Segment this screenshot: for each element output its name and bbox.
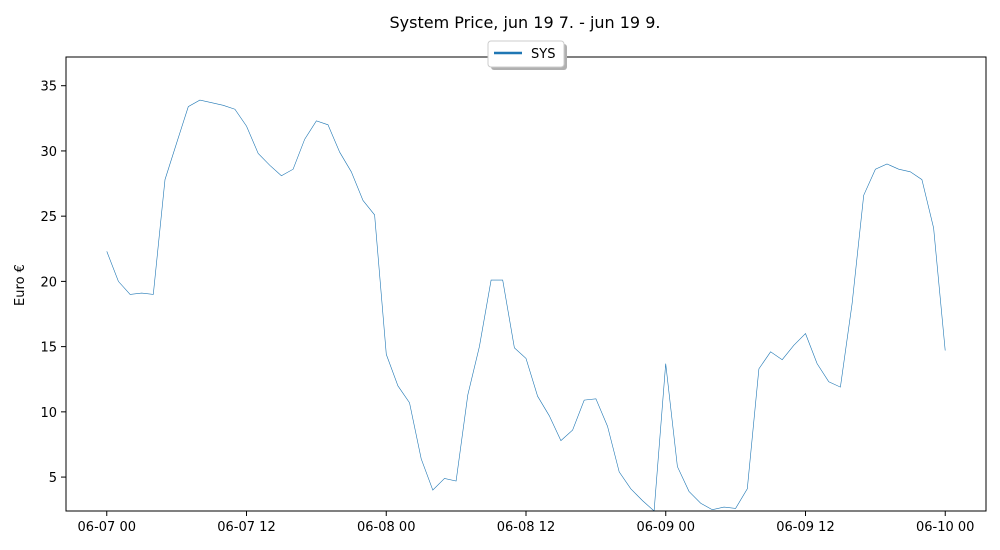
y-tick-label: 5 (49, 471, 57, 486)
legend: SYS (487, 40, 567, 70)
series-line-sys (106, 99, 946, 511)
y-axis-label: Euro € (13, 264, 28, 306)
y-tick-label: 20 (40, 275, 57, 290)
y-tick-label: 30 (40, 145, 57, 160)
plot-area (106, 99, 946, 511)
legend-box (487, 40, 565, 68)
x-tick-label: 06-09 00 (637, 520, 695, 535)
legend-label-sys: SYS (531, 47, 555, 62)
x-tick-label: 06-08 12 (497, 520, 555, 535)
y-tick-label: 10 (40, 406, 57, 421)
x-tick-label: 06-08 00 (357, 520, 415, 535)
x-tick-label: 06-10 00 (916, 520, 974, 535)
axes: 06-07 00 06-07 12 06-08 00 06-08 12 06-09 00… (40, 80, 974, 535)
x-tick-label: 06-07 12 (217, 520, 275, 535)
x-tick-label: 06-07 00 (78, 520, 136, 535)
y-tick-label: 15 (40, 341, 57, 356)
chart-title: System Price, jun 19 7. - jun 19 9. (390, 13, 661, 32)
y-tick-label: 25 (40, 210, 57, 225)
x-tick-label: 06-09 12 (776, 520, 834, 535)
y-tick-label: 35 (40, 80, 57, 95)
